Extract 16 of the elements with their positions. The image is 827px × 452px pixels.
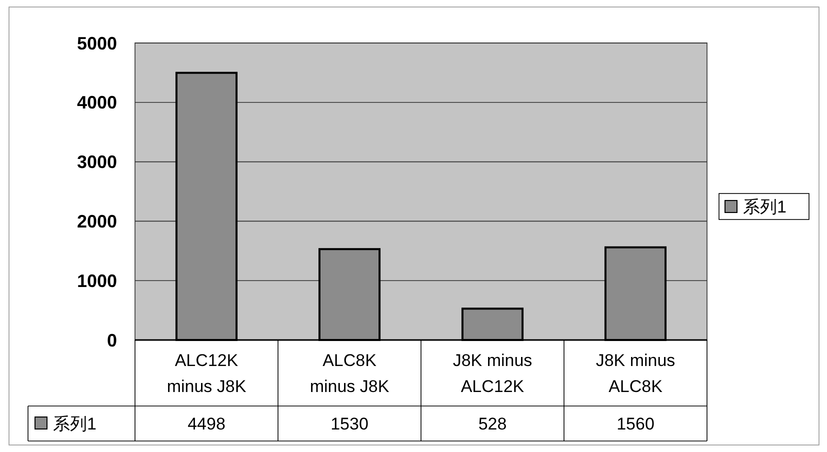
x-tick-label: ALC12K minus J8K bbox=[166, 350, 247, 396]
x-tick-label: J8K minus ALC8K bbox=[596, 350, 676, 396]
y-tick-label: 0 bbox=[106, 330, 117, 350]
y-tick-label: 2000 bbox=[76, 212, 117, 232]
text: 系列1 bbox=[53, 414, 96, 434]
x-tick-label: ALC8K minus J8K bbox=[310, 350, 390, 396]
data-label: 528 bbox=[478, 414, 507, 434]
data-label: 4498 bbox=[188, 414, 226, 434]
legend-label: 系列1 bbox=[743, 198, 786, 216]
data-label: 1530 bbox=[330, 414, 368, 434]
y-tick-label: 4000 bbox=[76, 92, 117, 113]
y-tick-label: 3000 bbox=[76, 152, 117, 172]
y-tick-label: 5000 bbox=[76, 33, 117, 54]
data-label: 1560 bbox=[616, 414, 654, 434]
y-tick-label: 1000 bbox=[76, 270, 117, 291]
x-tick-label: J8K minus ALC12K bbox=[452, 350, 532, 396]
